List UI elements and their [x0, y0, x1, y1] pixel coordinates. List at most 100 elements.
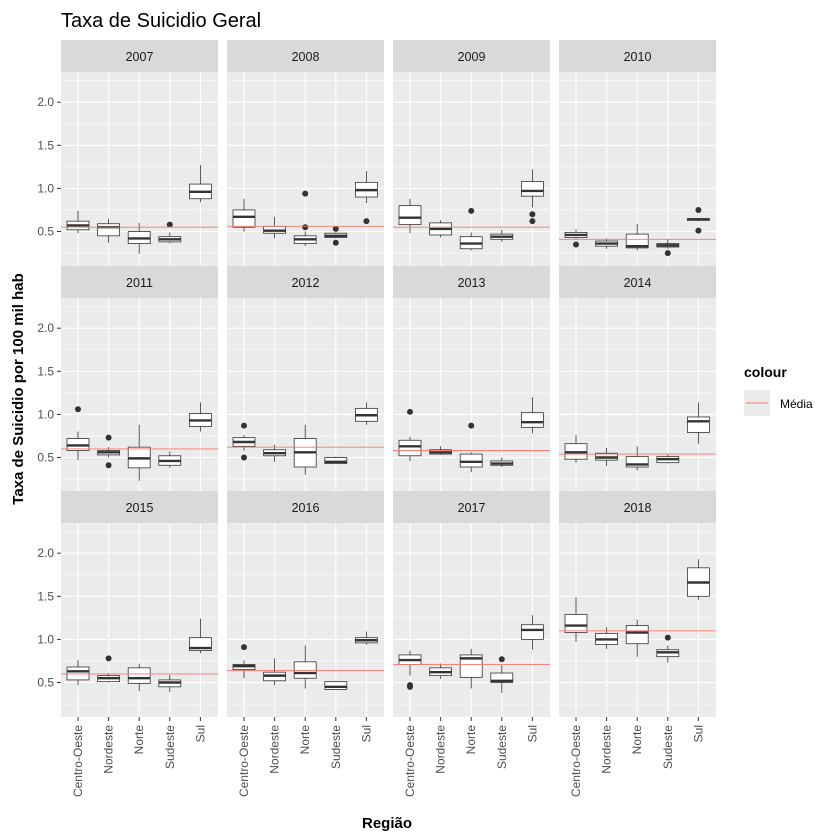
boxplot-norte [127, 222, 151, 254]
x-tick-label: Centro-Oeste [237, 725, 251, 797]
x-tick-label: Nordeste [102, 725, 116, 774]
outlier-point [407, 408, 413, 415]
x-tick-label: Centro-Oeste [403, 725, 417, 797]
box-iqr [687, 416, 710, 433]
boxplot-sudeste [324, 681, 348, 690]
boxplot-sudeste [656, 634, 680, 663]
outlier-point [241, 644, 247, 651]
chart-title: Taxa de Suicidio Geral [61, 10, 261, 32]
boxplot-sul [521, 397, 544, 434]
outlier-point [468, 207, 475, 214]
box-iqr [521, 181, 544, 197]
facet-strip-label: 2013 [458, 276, 486, 290]
facet-strip-label: 2012 [292, 276, 320, 290]
box-iqr [459, 453, 483, 468]
x-axis-title: Região [362, 815, 412, 832]
boxplot-centro-oeste [232, 422, 256, 461]
boxplot-centro-oeste [564, 229, 588, 248]
x-tick-label: Sul [359, 725, 373, 742]
boxplot-norte [293, 190, 317, 247]
y-tick-label: 1.5 [37, 138, 54, 152]
y-tick-label: 2.0 [37, 321, 54, 335]
boxplot-norte [625, 446, 649, 471]
outlier-point [664, 250, 671, 257]
outlier-point [529, 218, 536, 225]
outlier-point [664, 634, 671, 641]
outlier-point [363, 218, 370, 225]
outlier-point [573, 241, 579, 248]
facet-strip [61, 266, 218, 298]
outlier-point [498, 656, 505, 663]
box-iqr [232, 209, 256, 228]
facet-panels: 2007 0.5 1.0 1.5 2.0 2008 2009 2010 2011 0.5 1.0 1.… [37, 40, 716, 797]
y-tick-label: 1.0 [37, 632, 54, 646]
y-axis-title: Taxa de Suicidio por 100 mil hab [10, 273, 27, 504]
boxplot-centro-oeste [398, 198, 422, 234]
facet-strip-label: 2011 [126, 276, 153, 290]
box-iqr [625, 625, 649, 645]
boxplot-sul [687, 559, 710, 600]
facet-strip-label: 2007 [126, 50, 154, 64]
boxplot-norte [625, 223, 649, 251]
outlier-point [529, 211, 536, 218]
y-tick-label: 2.0 [37, 95, 54, 109]
y-tick-label: 1.0 [37, 407, 54, 421]
outlier-point [241, 422, 247, 429]
boxplot-nordeste [263, 216, 287, 239]
outlier-point [695, 227, 702, 234]
outlier-point [302, 224, 309, 231]
facet-strip [559, 266, 716, 298]
outlier-point [332, 225, 339, 232]
boxplot-norte [459, 422, 483, 473]
facet-strip-label: 2016 [292, 501, 320, 515]
boxplot-norte [625, 619, 649, 657]
boxplot-sudeste [490, 229, 514, 242]
x-tick-label: Norte [298, 725, 312, 755]
x-tick-label: Sul [525, 725, 539, 742]
facet-strip [393, 266, 550, 298]
box-iqr [97, 223, 120, 237]
x-tick-label: Nordeste [600, 725, 614, 774]
facet-panel-2015: 2015 0.5 1.0 1.5 2.0 Centro-Oeste Nordeste Nort… [37, 491, 218, 797]
facet-panel-2009: 2009 [393, 40, 550, 266]
facet-strip [227, 491, 384, 523]
boxplot-sul [188, 165, 212, 203]
outlier-point [105, 434, 112, 441]
legend: colour Média [744, 364, 813, 416]
boxplot-nordeste [97, 434, 120, 469]
x-tick-label: Centro-Oeste [569, 725, 583, 797]
x-tick-label: Sudeste [163, 725, 177, 769]
facet-strip [227, 40, 384, 72]
box-iqr [625, 233, 649, 249]
facet-strip-label: 2014 [624, 276, 652, 290]
boxplot-sudeste [490, 656, 514, 693]
boxplot-centro-oeste [232, 644, 256, 679]
facet-strip-label: 2009 [458, 50, 486, 64]
x-tick-label: Sudeste [495, 725, 509, 769]
boxplot-sul [687, 206, 710, 234]
outlier-point [105, 655, 112, 662]
facet-panel-2017: 2017 Centro-Oeste Nordeste Norte Sudeste Sul [393, 491, 550, 797]
facet-panel-2014: 2014 [559, 266, 716, 492]
box-iqr [127, 667, 151, 684]
boxplot-sul [354, 402, 378, 425]
boxplot-norte [127, 663, 151, 692]
boxplot-centro-oeste [66, 406, 90, 461]
box-iqr [490, 672, 514, 683]
boxplot-sul [188, 618, 212, 654]
facet-strip [227, 266, 384, 298]
boxplot-norte [293, 424, 317, 475]
outlier-point [332, 239, 339, 246]
facet-strip [393, 40, 550, 72]
boxplot-sudeste [158, 674, 182, 692]
facet-strip [393, 491, 550, 523]
facet-strip-label: 2015 [126, 501, 154, 515]
x-tick-label: Norte [132, 725, 146, 755]
boxplot-nordeste [595, 238, 618, 249]
outlier-point [695, 206, 702, 213]
outlier-point [105, 462, 112, 469]
box-iqr [521, 624, 544, 640]
facet-strip-label: 2017 [458, 501, 486, 515]
boxplot-centro-oeste [564, 435, 588, 463]
